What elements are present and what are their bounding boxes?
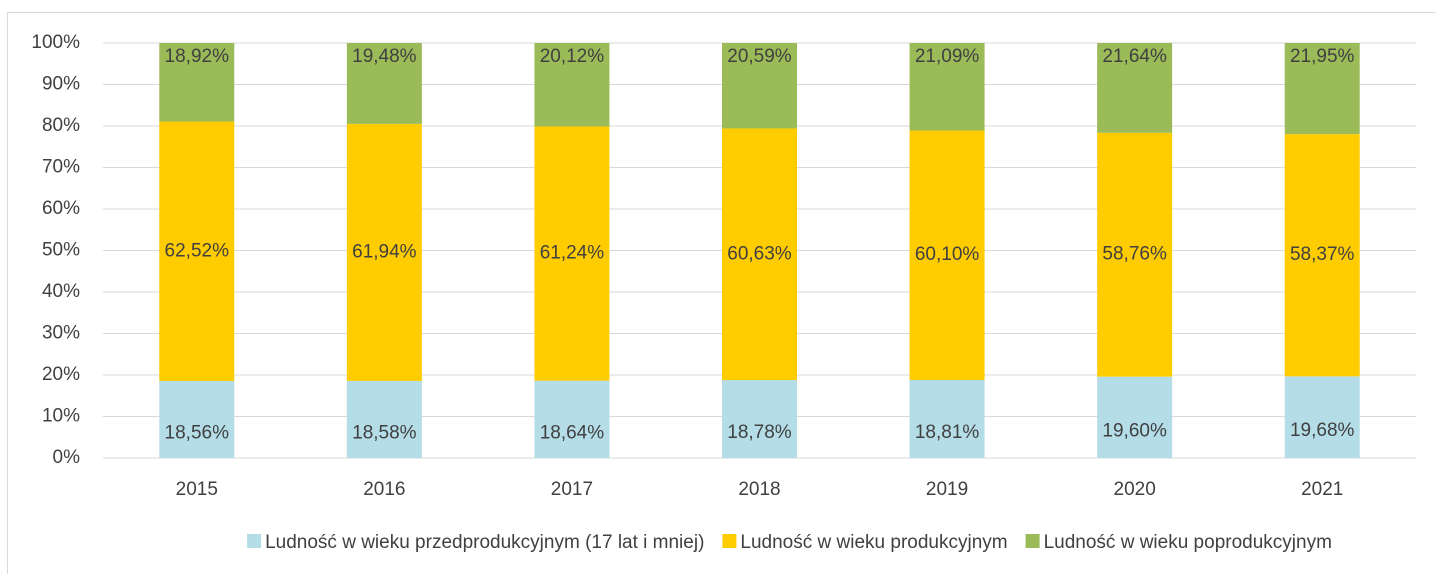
data-label: 18,56% — [165, 423, 230, 444]
x-tick-label: 2020 — [1114, 479, 1156, 500]
data-label: 21,95% — [1290, 46, 1355, 67]
data-label: 58,76% — [1102, 244, 1167, 265]
data-label: 58,37% — [1290, 244, 1355, 265]
data-label: 18,78% — [727, 422, 792, 443]
data-label: 18,64% — [540, 422, 605, 443]
y-tick-label: 10% — [42, 406, 80, 427]
bar-segment — [159, 381, 234, 458]
y-tick-label: 80% — [42, 115, 80, 136]
legend-swatch — [1026, 534, 1040, 548]
y-tick-label: 0% — [53, 447, 81, 468]
x-tick-label: 2017 — [551, 479, 593, 500]
y-tick-label: 30% — [42, 323, 80, 344]
data-label: 21,64% — [1102, 46, 1167, 67]
legend-label: Ludność w wieku produkcyjnym — [740, 532, 1007, 553]
data-label: 20,12% — [540, 46, 605, 67]
data-label: 19,60% — [1102, 420, 1167, 441]
bar-segment — [722, 380, 797, 458]
y-tick-label: 50% — [42, 240, 80, 261]
data-label: 18,92% — [165, 46, 230, 67]
bar-segment — [1097, 377, 1172, 458]
x-tick-label: 2019 — [926, 479, 968, 500]
legend-label: Ludność w wieku przedprodukcyjnym (17 la… — [265, 532, 704, 553]
data-label: 20,59% — [727, 46, 792, 67]
bar-segment — [347, 381, 422, 458]
y-tick-label: 40% — [42, 281, 80, 302]
x-tick-label: 2015 — [176, 479, 218, 500]
data-label: 61,24% — [540, 243, 605, 264]
y-tick-label: 20% — [42, 364, 80, 385]
x-tick-label: 2018 — [738, 479, 780, 500]
y-tick-label: 90% — [42, 74, 80, 95]
x-tick-label: 2016 — [363, 479, 405, 500]
data-label: 18,58% — [352, 422, 417, 443]
legend-swatch — [722, 534, 736, 548]
data-label: 21,09% — [915, 46, 980, 67]
data-label: 62,52% — [165, 240, 230, 261]
x-tick-label: 2021 — [1301, 479, 1343, 500]
data-label: 18,81% — [915, 422, 980, 443]
data-label: 61,94% — [352, 241, 417, 262]
y-tick-label: 60% — [42, 198, 80, 219]
bar-segment — [1285, 376, 1360, 458]
data-label: 60,63% — [727, 243, 792, 264]
bar-segment — [910, 380, 985, 458]
data-label: 60,10% — [915, 244, 980, 265]
bar-segment — [534, 381, 609, 458]
legend-label: Ludność w wieku poprodukcyjnym — [1044, 532, 1332, 553]
legend-swatch — [247, 534, 261, 548]
y-tick-label: 100% — [31, 32, 80, 53]
y-tick-label: 70% — [42, 157, 80, 178]
data-label: 19,48% — [352, 46, 417, 67]
data-label: 19,68% — [1290, 420, 1355, 441]
